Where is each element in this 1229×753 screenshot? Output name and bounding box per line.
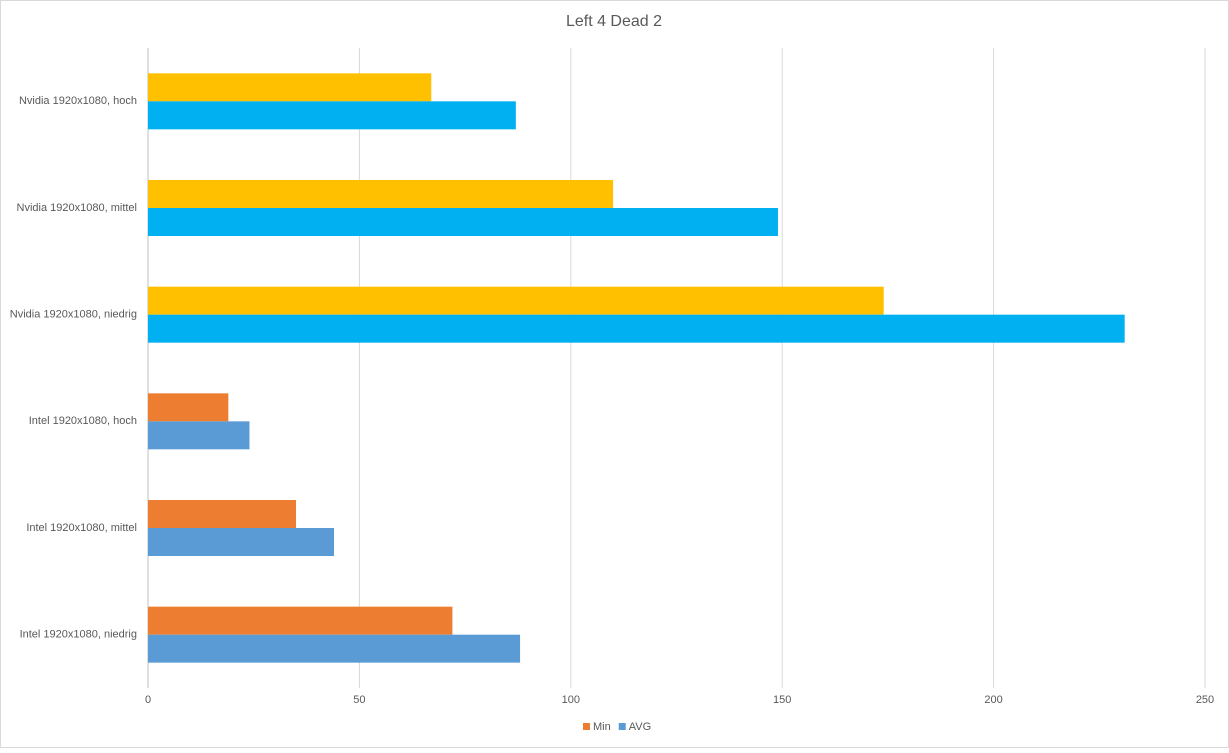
y-tick-label: Nvidia 1920x1080, niedrig — [10, 309, 137, 321]
bar — [148, 101, 516, 130]
legend-label: Min — [593, 721, 611, 733]
x-tick-label: 0 — [145, 694, 151, 706]
legend-label: AVG — [629, 721, 651, 733]
y-tick-label: Intel 1920x1080, niedrig — [20, 629, 137, 641]
x-tick-label: 250 — [1196, 694, 1214, 706]
bar — [148, 286, 884, 315]
y-tick-label: Intel 1920x1080, hoch — [29, 415, 137, 427]
x-tick-label: 100 — [562, 694, 580, 706]
bar — [148, 180, 614, 208]
bar — [148, 73, 432, 102]
y-tick-label: Intel 1920x1080, mittel — [26, 522, 137, 534]
x-tick-label: 150 — [773, 694, 791, 706]
y-tick-label: Nvidia 1920x1080, mittel — [17, 202, 137, 214]
bar — [148, 500, 296, 528]
y-tick-label: Nvidia 1920x1080, hoch — [19, 95, 137, 107]
bar — [148, 314, 1125, 343]
bar — [148, 393, 229, 422]
bar — [148, 634, 521, 663]
bar — [148, 208, 778, 236]
bar — [148, 421, 250, 450]
bar — [148, 528, 335, 556]
legend-swatch — [618, 723, 626, 730]
chart-title: Left 4 Dead 2 — [566, 13, 662, 30]
x-tick-label: 50 — [353, 694, 365, 706]
x-tick-label: 200 — [984, 694, 1002, 706]
legend-swatch — [583, 723, 590, 730]
bar — [148, 606, 453, 635]
